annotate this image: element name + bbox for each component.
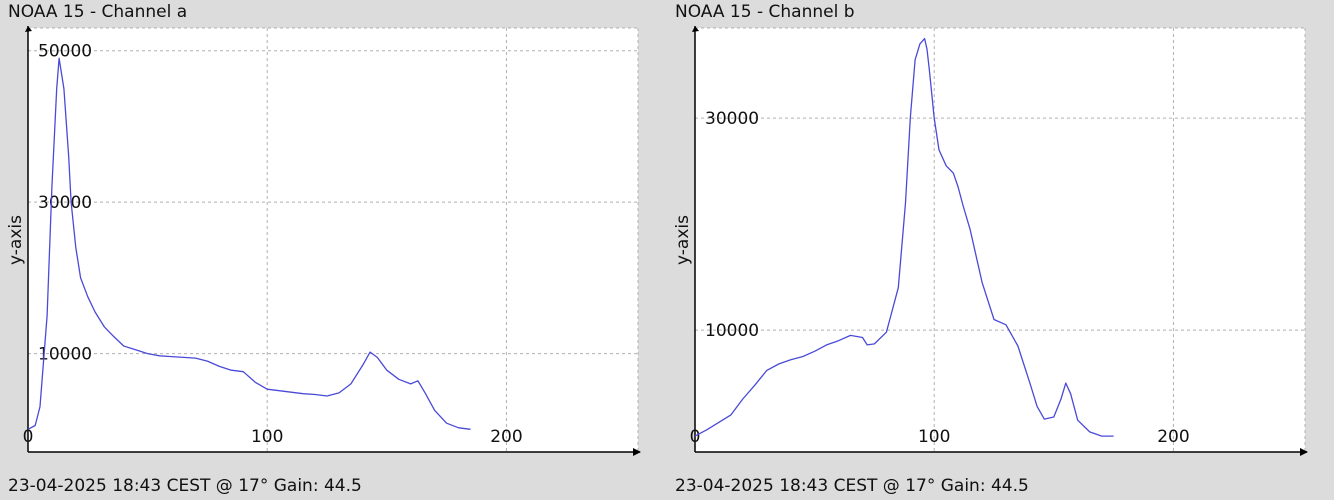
chart-title: NOAA 15 - Channel b — [675, 2, 855, 22]
chart-footer: 23-04-2025 18:43 CEST @ 17° Gain: 44.5 — [675, 476, 1029, 496]
chart-title: NOAA 15 - Channel a — [8, 2, 188, 22]
chart-footer: 23-04-2025 18:43 CEST @ 17° Gain: 44.5 — [8, 476, 362, 496]
x-tick-label: 0 — [690, 427, 701, 447]
chart-panel-channel-b: NOAA 15 - Channel b 0 100 200 10000 30000 y-a… — [667, 0, 1334, 500]
y-tick-label: 30000 — [705, 109, 759, 129]
y-axis-label: y-axis — [673, 215, 693, 265]
series-line — [27, 57, 471, 430]
x-tick-label: 100 — [918, 427, 950, 447]
y-axis-label: y-axis — [6, 215, 26, 265]
x-tick-label: 200 — [1157, 427, 1189, 447]
chart-plot-channel-a: 0 100 200 10000 30000 50000 y-axis — [6, 26, 641, 456]
y-tick-label: 10000 — [705, 321, 759, 341]
x-tick-label: 200 — [490, 427, 522, 447]
x-axis-arrow — [1300, 448, 1308, 456]
y-tick-label: 30000 — [38, 193, 92, 213]
chart-panel-channel-a: NOAA 15 - Channel a 0 100 200 10000 30000 500… — [6, 2, 641, 496]
y-axis-arrow — [692, 26, 699, 32]
x-tick-label: 0 — [23, 427, 34, 447]
y-tick-label: 50000 — [38, 42, 92, 62]
plot-area — [28, 28, 638, 452]
chart-plot-channel-b: 0 100 200 10000 30000 y-axis — [673, 26, 1308, 456]
x-tick-label: 100 — [251, 427, 283, 447]
plot-area — [695, 28, 1305, 452]
y-tick-label: 10000 — [38, 345, 92, 365]
x-axis-arrow — [633, 448, 641, 456]
y-axis-arrow — [25, 26, 32, 32]
series-line — [694, 37, 1114, 437]
